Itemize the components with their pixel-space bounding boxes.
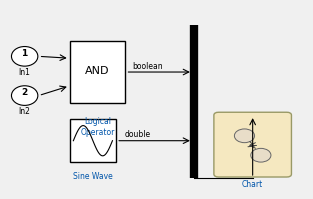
Text: 1: 1 [22, 49, 28, 58]
Ellipse shape [12, 47, 38, 66]
FancyBboxPatch shape [69, 41, 126, 103]
Text: AND: AND [85, 66, 110, 76]
Ellipse shape [12, 86, 38, 105]
Text: In2: In2 [19, 107, 31, 116]
Text: boolean: boolean [132, 62, 162, 71]
Ellipse shape [234, 129, 254, 143]
Text: Chart: Chart [242, 180, 263, 189]
FancyBboxPatch shape [69, 119, 116, 162]
Text: 2: 2 [22, 88, 28, 97]
Text: In1: In1 [19, 68, 31, 77]
Text: Logical
Operator: Logical Operator [80, 117, 115, 137]
FancyBboxPatch shape [214, 112, 291, 177]
Ellipse shape [251, 148, 271, 162]
Text: Sine Wave: Sine Wave [73, 172, 113, 181]
Text: double: double [125, 130, 151, 139]
